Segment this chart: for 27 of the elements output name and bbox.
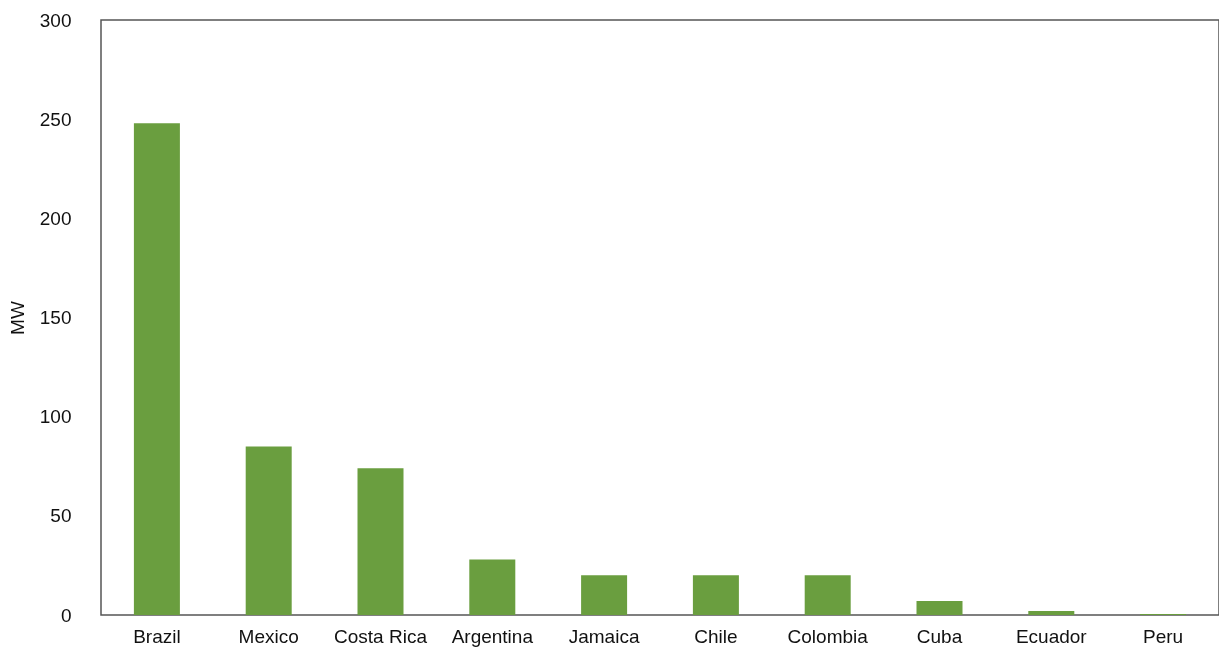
y-tick-label: 200	[39, 207, 72, 229]
x-tick-label: Costa Rica	[334, 625, 428, 647]
y-tick-label: 150	[39, 307, 72, 328]
x-tick-label: Jamaica	[568, 625, 640, 647]
bar	[245, 446, 292, 615]
y-tick-label: 50	[50, 505, 72, 527]
x-tick-label: Mexico	[238, 625, 299, 647]
bar	[133, 123, 180, 615]
bar	[1028, 611, 1075, 615]
y-tick-label: 0	[60, 604, 72, 626]
x-tick-label: Cuba	[916, 625, 963, 647]
y-axis-title: MW	[6, 301, 28, 335]
y-tick-label: 300	[39, 9, 72, 31]
x-tick-label: Ecuador	[1015, 625, 1088, 647]
x-tick-label: Argentina	[451, 625, 534, 647]
x-tick-label: Colombia	[787, 625, 869, 647]
bar	[692, 575, 739, 615]
bar	[916, 601, 963, 615]
bar	[469, 559, 516, 615]
x-tick-label: Peru	[1143, 625, 1184, 647]
bar	[357, 468, 404, 615]
bar	[581, 575, 628, 615]
y-tick-label: 250	[39, 108, 72, 130]
x-tick-label: Chile	[694, 625, 738, 647]
y-tick-label: 100	[39, 406, 72, 428]
x-tick-label: Brazil	[133, 625, 181, 647]
bar	[804, 575, 851, 615]
